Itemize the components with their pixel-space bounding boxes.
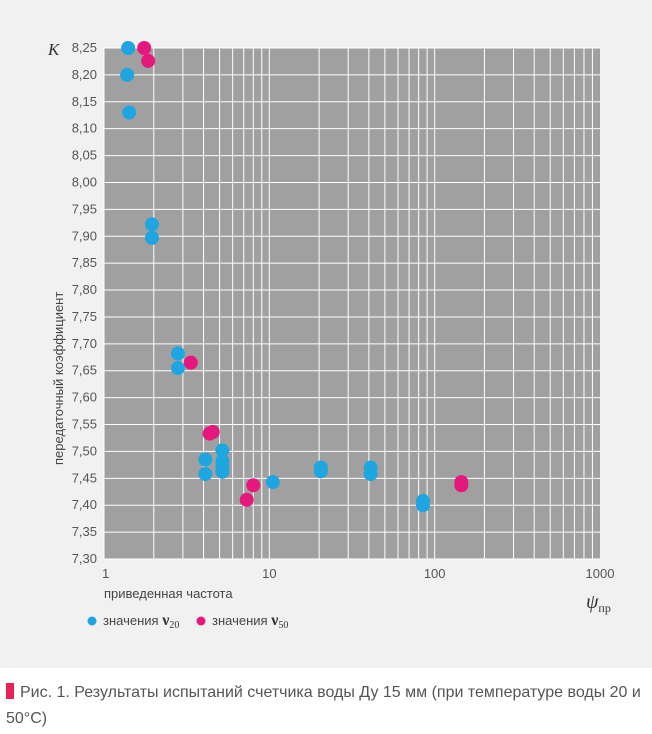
data-point-v20 <box>120 67 135 82</box>
data-point-v50 <box>205 425 220 440</box>
y-tick-label: 7,90 <box>72 228 97 243</box>
data-point-v20 <box>198 452 213 467</box>
y-tick-label: 7,45 <box>72 470 97 485</box>
y-axis-symbol: K <box>47 40 61 59</box>
legend-label-v50: значения ν50 <box>212 612 288 631</box>
x-tick-label: 10 <box>262 566 276 581</box>
y-tick-label: 7,35 <box>72 524 97 539</box>
legend-label-v20: значения ν20 <box>103 612 179 631</box>
data-point-v20 <box>122 105 137 120</box>
axis-ticks: 8,25 8,20 8,15 8,10 8,05 8,00 7,95 7,90 7,85 7,80… <box>72 40 615 581</box>
data-point-v50 <box>183 355 198 370</box>
legend-marker-v20 <box>87 616 97 626</box>
y-tick-label: 7,50 <box>72 443 97 458</box>
data-point-v20 <box>198 467 213 482</box>
scatter-chart: 8,25 8,20 8,15 8,10 8,05 8,00 7,95 7,90 7,85 7,80… <box>47 40 615 631</box>
y-tick-label: 7,40 <box>72 497 97 512</box>
legend-item-v50: значения ν50 <box>196 612 288 631</box>
x-tick-label: 1000 <box>586 566 615 581</box>
data-point-v20 <box>144 230 159 245</box>
y-tick-label: 7,95 <box>72 201 97 216</box>
data-point-v20 <box>144 217 159 232</box>
legend-marker-v50 <box>196 616 206 626</box>
plot-area <box>104 48 600 559</box>
x-axis-symbol: ψпр <box>586 591 611 615</box>
caption-marker <box>6 683 14 699</box>
data-point-v20 <box>415 498 430 513</box>
legend: значения ν20 значения ν50 <box>87 612 288 631</box>
data-points <box>120 41 469 513</box>
data-point-v50 <box>239 492 254 507</box>
y-tick-label: 7,85 <box>72 255 97 270</box>
legend-item-v20: значения ν20 <box>87 612 179 631</box>
y-tick-label: 8,25 <box>72 40 97 55</box>
y-tick-label: 7,70 <box>72 336 97 351</box>
y-tick-label: 7,30 <box>72 551 97 566</box>
x-axis-label: приведенная частота <box>104 586 233 601</box>
data-point-v20 <box>121 41 136 55</box>
caption-text: Рис. 1. Результаты испытаний счетчика во… <box>6 684 641 727</box>
y-tick-label: 8,05 <box>72 148 97 163</box>
figure-caption: Рис. 1. Результаты испытаний счетчика во… <box>6 680 646 732</box>
data-point-v50 <box>246 478 261 493</box>
chart-figure: 8,25 8,20 8,15 8,10 8,05 8,00 7,95 7,90 7,85 7,80… <box>0 0 652 668</box>
x-tick-label: 100 <box>424 566 446 581</box>
y-tick-label: 8,20 <box>72 67 97 82</box>
data-point-v50 <box>137 41 152 55</box>
y-axis-label: передаточный коэффициент <box>51 292 66 465</box>
y-tick-label: 7,80 <box>72 282 97 297</box>
data-point-v50 <box>454 478 469 493</box>
data-point-v20 <box>313 464 328 479</box>
data-point-v20 <box>363 467 378 482</box>
data-point-v20 <box>215 443 230 458</box>
x-tick-label: 1 <box>102 566 109 581</box>
data-point-v50 <box>141 53 156 68</box>
data-point-v20 <box>170 361 185 376</box>
y-tick-label: 8,15 <box>72 94 97 109</box>
data-point-v20 <box>265 475 280 490</box>
y-tick-label: 8,00 <box>72 174 97 189</box>
y-tick-label: 7,60 <box>72 390 97 405</box>
y-tick-label: 7,75 <box>72 309 97 324</box>
y-tick-label: 7,55 <box>72 417 97 432</box>
y-tick-label: 8,10 <box>72 121 97 136</box>
data-point-v20 <box>215 464 230 479</box>
y-tick-label: 7,65 <box>72 363 97 378</box>
data-point-v20 <box>170 346 185 361</box>
